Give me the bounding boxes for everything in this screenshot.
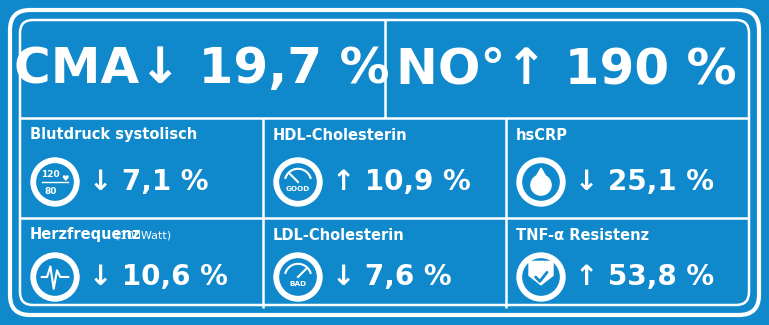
Text: ↑ 10,9 %: ↑ 10,9 % [332, 168, 471, 196]
Text: ♥: ♥ [62, 174, 69, 183]
Text: Blutdruck systolisch: Blutdruck systolisch [30, 127, 198, 142]
Text: CMA↓ 19,7 %: CMA↓ 19,7 % [15, 45, 390, 93]
FancyBboxPatch shape [20, 20, 749, 305]
Circle shape [35, 257, 75, 297]
Circle shape [31, 253, 79, 301]
Circle shape [278, 162, 318, 202]
Polygon shape [529, 261, 553, 285]
Text: NO°↑ 190 %: NO°↑ 190 % [397, 45, 737, 93]
Text: HDL-Cholesterin: HDL-Cholesterin [273, 127, 408, 142]
Circle shape [531, 175, 551, 195]
Text: ↓ 7,1 %: ↓ 7,1 % [89, 168, 208, 196]
Circle shape [521, 162, 561, 202]
Text: Herzfrequenz: Herzfrequenz [30, 227, 141, 242]
Circle shape [274, 158, 322, 206]
Text: GOOD: GOOD [286, 186, 310, 192]
Circle shape [517, 158, 565, 206]
FancyBboxPatch shape [10, 10, 759, 315]
Text: LDL-Cholesterin: LDL-Cholesterin [273, 227, 404, 242]
Text: ↓ 7,6 %: ↓ 7,6 % [332, 263, 451, 291]
Text: ↓ 25,1 %: ↓ 25,1 % [575, 168, 714, 196]
Circle shape [517, 253, 565, 301]
Polygon shape [531, 168, 551, 185]
Text: BAD: BAD [289, 281, 307, 287]
Circle shape [31, 158, 79, 206]
Text: 120: 120 [42, 170, 60, 179]
Text: TNF-α Resistenz: TNF-α Resistenz [516, 227, 649, 242]
Text: ↓ 10,6 %: ↓ 10,6 % [89, 263, 228, 291]
Circle shape [274, 253, 322, 301]
Text: (100Watt): (100Watt) [112, 230, 171, 240]
Circle shape [35, 162, 75, 202]
Circle shape [278, 257, 318, 297]
Text: 80: 80 [45, 187, 57, 196]
Text: ↑ 53,8 %: ↑ 53,8 % [575, 263, 714, 291]
Text: hsCRP: hsCRP [516, 127, 568, 142]
Circle shape [521, 257, 561, 297]
